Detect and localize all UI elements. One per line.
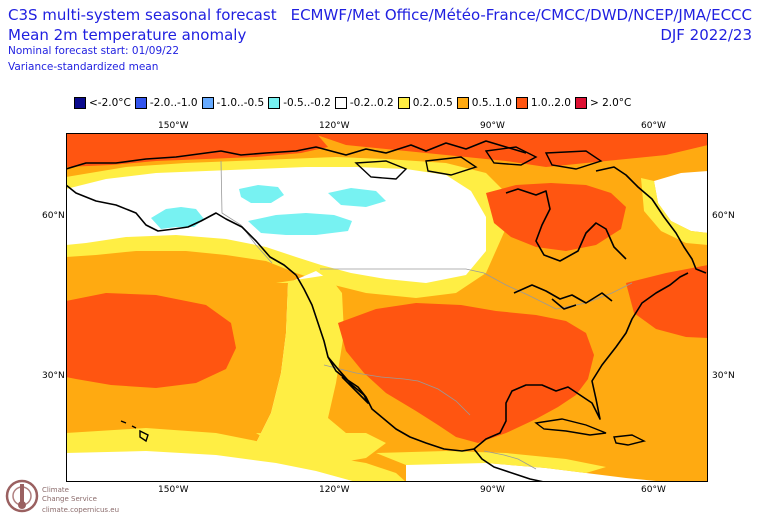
systems-list: ECMWF/Met Office/Météo-France/CMCC/DWD/N… (290, 6, 752, 24)
legend-item: > 2.0°C (574, 97, 632, 109)
coastline-baja (327, 356, 369, 404)
lon-tick-top: 150°W (158, 121, 189, 131)
lat-tick-right: 60°N (712, 211, 735, 221)
legend-item: 0.5..1.0 (456, 97, 512, 109)
legend-swatch (334, 97, 347, 109)
anomaly-field-cyan (239, 185, 284, 203)
anomaly-field-red (311, 133, 708, 167)
legend-item: -1.0..-0.5 (201, 97, 265, 109)
border-alaska-canada (220, 160, 273, 264)
forecast-start: Nominal forecast start: 01/09/22 (8, 45, 180, 57)
coastline-pacific (295, 274, 475, 452)
mean-type: Variance-standardized mean (8, 61, 159, 73)
legend-item: <-2.0°C (74, 97, 131, 109)
coastline-arctic-islands (354, 146, 603, 180)
lon-tick-top: 60°W (641, 121, 666, 131)
border-us-canada (320, 268, 633, 310)
legend-swatch (74, 97, 86, 109)
anomaly-field-cyan (328, 188, 386, 207)
legend-label: <-2.0°C (89, 97, 131, 109)
title-line2: Mean 2m temperature anomaly (8, 26, 247, 44)
coastline-labrador (595, 166, 707, 274)
logo-line2: Change Service (42, 495, 97, 503)
coastline-alaska-west (66, 184, 297, 276)
legend-swatch (134, 97, 147, 109)
color-legend: <-2.0°C -2.0..-1.0 -1.0..-0.5 -0.5..-0.2… (74, 96, 635, 110)
lon-tick-bottom: 90°W (480, 485, 505, 495)
legend-swatch (397, 97, 410, 109)
legend-swatch (574, 97, 587, 109)
legend-swatch (515, 97, 528, 109)
anomaly-field-cyan (248, 213, 352, 235)
legend-item: 0.2..0.5 (397, 97, 453, 109)
legend-item: -0.5..-0.2 (268, 97, 331, 109)
legend-label: 0.2..0.5 (412, 97, 453, 109)
lat-tick-left: 30°N (42, 371, 65, 381)
lon-tick-top: 90°W (480, 121, 505, 131)
legend-label: 1.0..2.0 (530, 97, 571, 109)
anomaly-field-white (66, 451, 356, 482)
anomaly-field-yellow (256, 433, 386, 465)
legend-label: -1.0..-0.5 (216, 97, 265, 109)
legend-swatch (201, 97, 214, 109)
c3s-logo-icon (5, 479, 39, 513)
legend-label: 0.5..1.0 (471, 97, 512, 109)
logo-line1: Climate (42, 486, 69, 494)
anomaly-field-red (338, 303, 594, 443)
legend-label: -2.0..-1.0 (149, 97, 198, 109)
legend-item: -0.2..0.2 (334, 97, 394, 109)
anomaly-field-yellow (376, 451, 606, 473)
coastline-hawaii (120, 420, 149, 443)
coastline-cuba (534, 418, 607, 436)
legend-item: -2.0..-1.0 (134, 97, 198, 109)
season-label: DJF 2022/23 (660, 26, 752, 44)
legend-label: -0.2..0.2 (349, 97, 394, 109)
map-frame (66, 133, 708, 482)
anomaly-field-red (66, 133, 328, 167)
anomaly-field-white (406, 463, 666, 482)
legend-swatch (268, 97, 281, 109)
anomaly-map (66, 133, 708, 482)
legend-label: -0.5..-0.2 (283, 97, 331, 109)
lon-tick-bottom: 120°W (319, 485, 350, 495)
coastline-north (66, 140, 527, 170)
border-central-america (483, 450, 537, 470)
border-us-mexico (323, 364, 471, 416)
coastline-hispaniola (613, 434, 647, 446)
coastline-hudson-bay (505, 188, 627, 262)
logo-url: climate.copernicus.eu (42, 506, 120, 514)
legend-label: > 2.0°C (589, 97, 632, 109)
coastline-gulf (473, 272, 689, 450)
anomaly-field-red (626, 265, 708, 338)
coastline-great-lakes (513, 284, 613, 310)
title-line1: C3S multi-system seasonal forecast (8, 6, 277, 24)
lon-tick-bottom: 60°W (641, 485, 666, 495)
anomaly-field-red (66, 293, 236, 388)
lat-tick-left: 60°N (42, 211, 65, 221)
legend-swatch (456, 97, 469, 109)
lat-tick-right: 30°N (712, 371, 735, 381)
anomaly-field-white (654, 171, 708, 233)
anomaly-field-red (486, 183, 626, 251)
lon-tick-top: 120°W (319, 121, 350, 131)
anomaly-field-cyan (151, 207, 204, 229)
legend-item: 1.0..2.0 (515, 97, 571, 109)
lon-tick-bottom: 150°W (158, 485, 189, 495)
copernicus-logo: Climate Change Service climate.copernicu… (4, 476, 119, 518)
coastline-central-america (473, 448, 545, 482)
